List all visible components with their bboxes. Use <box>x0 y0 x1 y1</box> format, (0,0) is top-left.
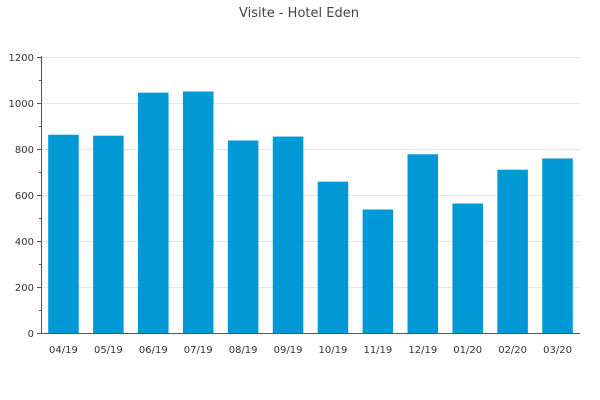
bar <box>93 135 124 333</box>
x-tick-label: 02/20 <box>498 345 527 356</box>
y-tick-label: 1200 <box>9 53 34 64</box>
bar <box>182 91 214 333</box>
x-tick-label: 12/19 <box>408 345 437 356</box>
x-tick-label: 09/19 <box>274 345 303 356</box>
x-tick-label: 05/19 <box>94 345 123 356</box>
bar <box>452 203 483 333</box>
grid-lines <box>41 57 580 288</box>
x-tick-label: 07/19 <box>184 345 213 356</box>
y-tick-label: 0 <box>28 329 34 340</box>
chart-title: Visite - Hotel Eden <box>239 6 359 21</box>
bar <box>407 154 439 333</box>
y-tick-label: 200 <box>15 283 34 294</box>
x-tick-label: 11/19 <box>363 345 392 356</box>
x-tick-label: 04/19 <box>49 345 78 356</box>
x-tick-label: 01/20 <box>453 345 482 356</box>
bar <box>48 134 79 333</box>
y-tick-label: 400 <box>15 237 34 248</box>
bar <box>272 136 304 333</box>
bar <box>138 92 169 334</box>
y-tick-label: 800 <box>15 145 34 156</box>
bar <box>227 140 259 333</box>
y-tick-label: 1000 <box>9 99 34 110</box>
bar <box>362 209 394 333</box>
axes <box>37 56 580 334</box>
y-tick-labels: 0 200 400 600 800 1000 1200 <box>9 53 34 340</box>
x-tick-label: 06/19 <box>139 345 168 356</box>
x-tick-label: 08/19 <box>229 345 258 356</box>
x-tick-labels: 04/19 05/19 06/19 07/19 08/19 09/19 10/19 11/19… <box>49 345 572 356</box>
bar <box>317 181 349 333</box>
bar <box>542 158 573 333</box>
bar <box>497 169 528 333</box>
x-tick-label: 03/20 <box>543 345 572 356</box>
x-tick-label: 10/19 <box>319 345 348 356</box>
y-tick-label: 600 <box>15 191 34 202</box>
bars <box>48 91 573 334</box>
